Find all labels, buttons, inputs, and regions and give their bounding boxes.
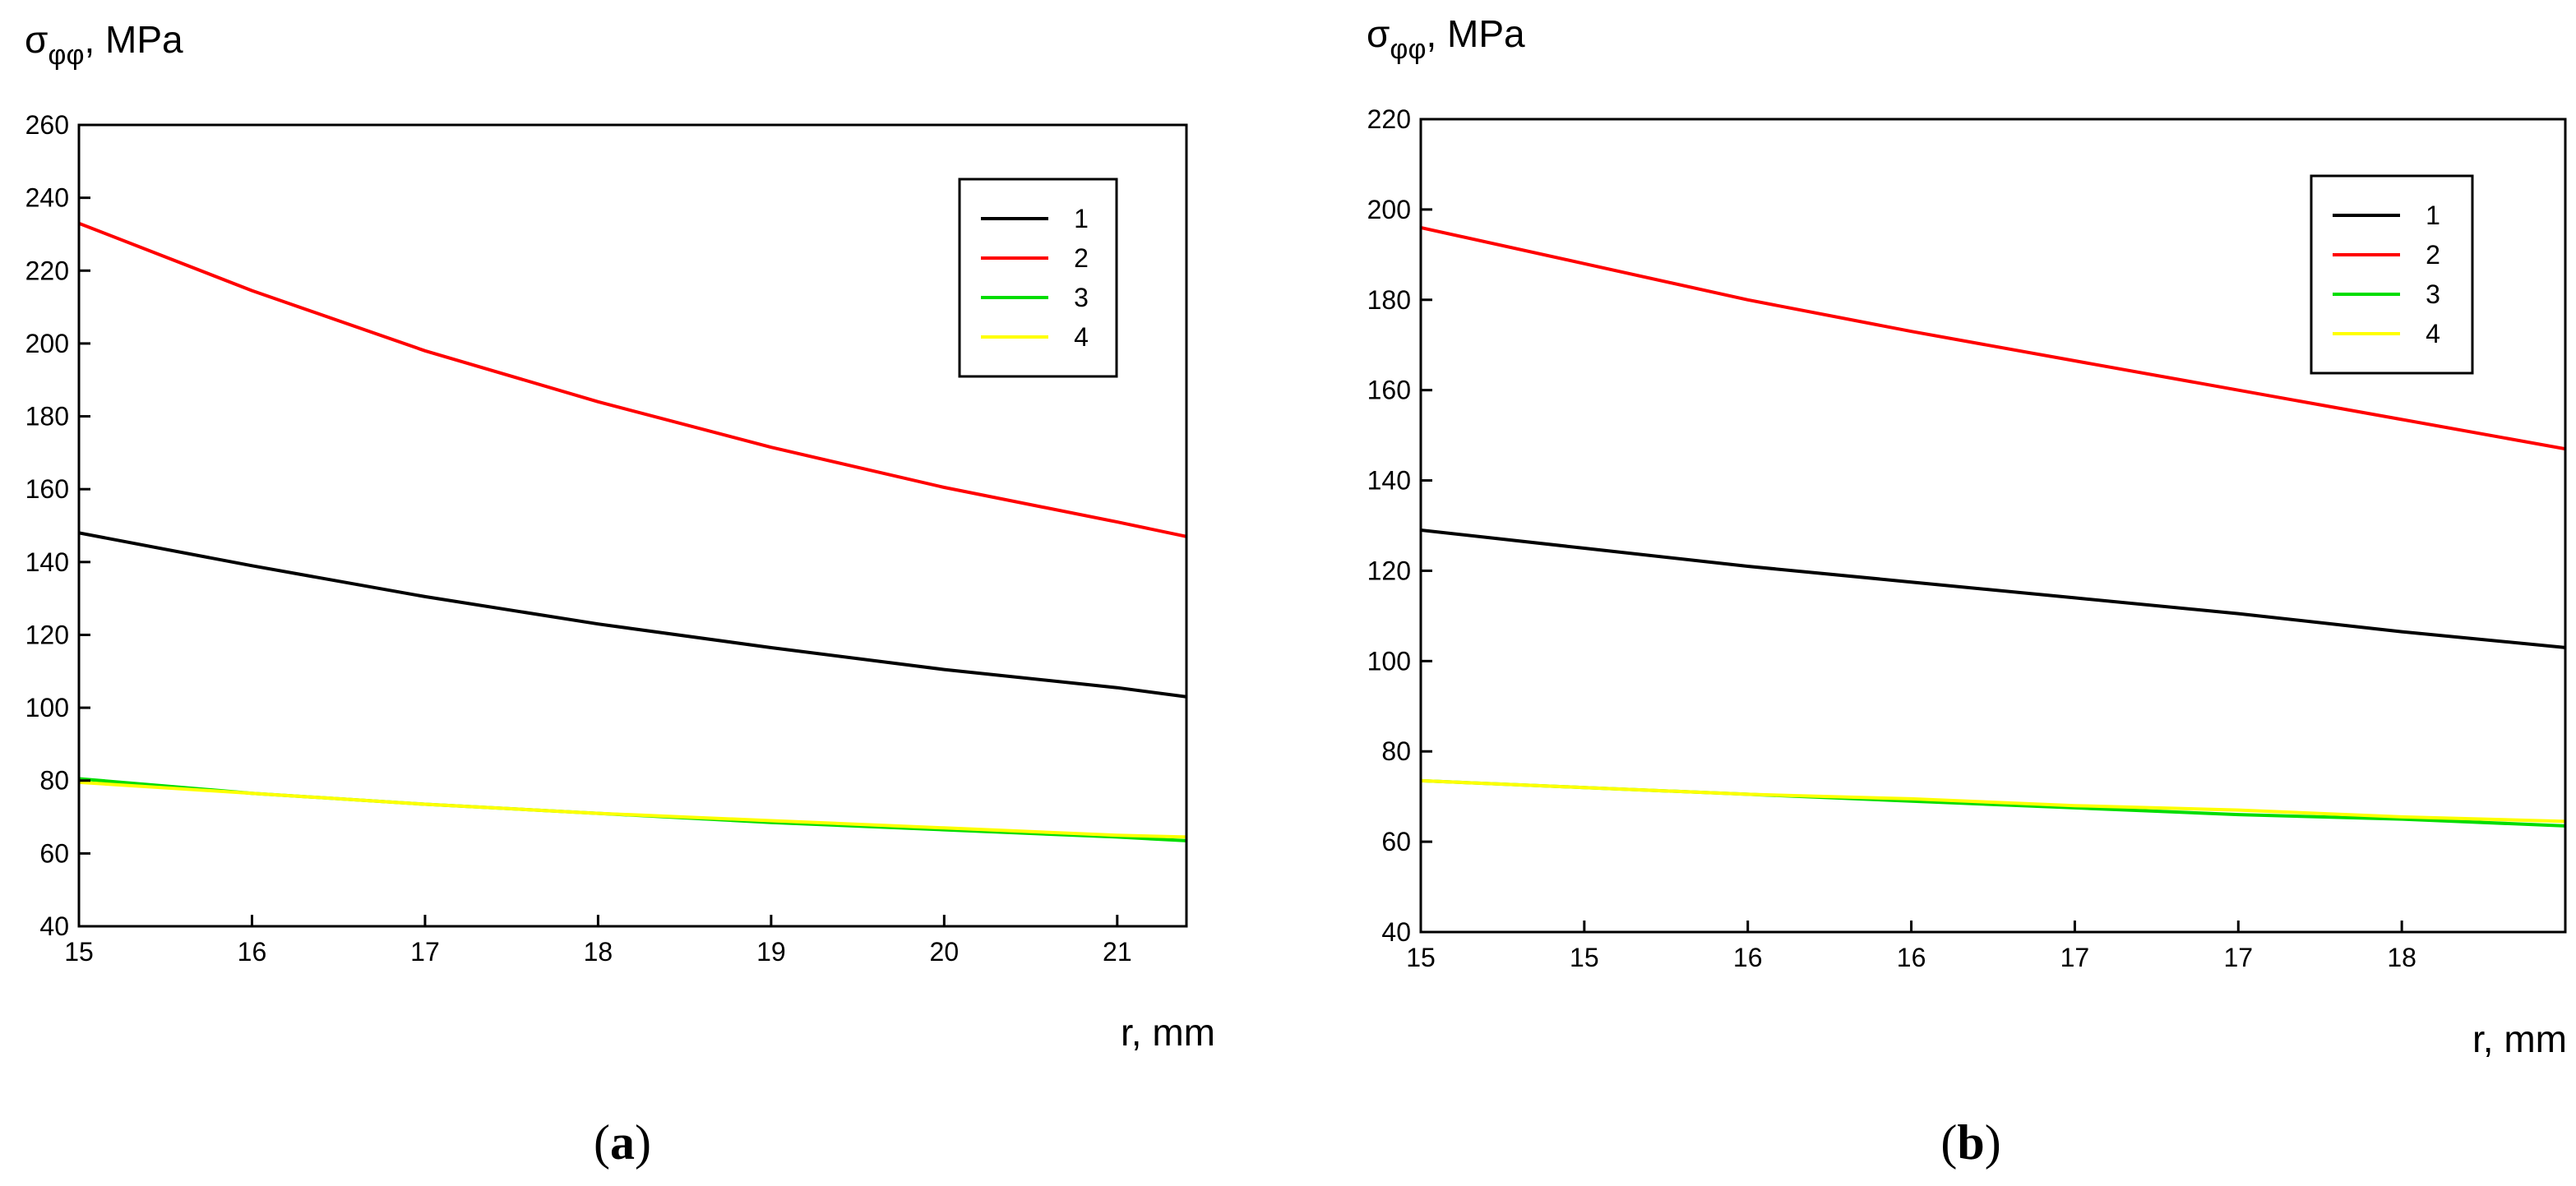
y-axis-symbol: σ	[25, 18, 48, 61]
panel-paren-open: (	[594, 1115, 610, 1170]
plot-frame	[77, 123, 1188, 928]
legend: 1 2 3 4	[958, 178, 1118, 378]
series-line-1	[79, 531, 1186, 699]
y-tick-label: 120	[1367, 556, 1411, 585]
x-tick-label: 16	[238, 937, 267, 967]
y-axis-label: σφφ, MPa	[1367, 12, 1525, 65]
y-tick-label: 180	[1367, 285, 1411, 315]
legend-label-4: 4	[2426, 319, 2440, 348]
panel-letter: a	[610, 1115, 635, 1170]
series-line-2	[79, 221, 1186, 538]
legend-label-2: 2	[1074, 243, 1089, 273]
y-tick-label: 220	[1367, 104, 1411, 134]
y-tick-label: 40	[1381, 917, 1411, 947]
panel-paren-close: )	[635, 1115, 651, 1170]
x-axis-label: r, mm	[1121, 1011, 1215, 1054]
x-tick-label: 19	[756, 937, 786, 967]
y-tick-label: 140	[1367, 466, 1411, 496]
x-tick-label: 17	[2060, 943, 2090, 972]
x-axis-label: r, mm	[2472, 1018, 2567, 1060]
y-tick-label: 260	[25, 110, 69, 140]
x-tick-label: 21	[1103, 937, 1132, 967]
x-tick-label: 15	[1406, 943, 1436, 972]
panel-letter: b	[1957, 1115, 1984, 1170]
y-tick-label: 220	[25, 256, 69, 285]
panel-paren-open: (	[1940, 1115, 1957, 1170]
series-line-1	[1421, 528, 2565, 649]
y-tick-label: 240	[25, 183, 69, 213]
y-tick-label: 100	[25, 693, 69, 722]
x-tick-label: 15	[1570, 943, 1599, 972]
legend-label-4: 4	[1074, 322, 1089, 352]
legend-label-3: 3	[2426, 279, 2440, 309]
x-tick-label: 15	[64, 937, 94, 967]
x-tick-label: 18	[584, 937, 613, 967]
y-axis-unit: , MPa	[1426, 12, 1525, 55]
y-tick-label: 180	[25, 402, 69, 431]
chart-b: 40 60 80 100 120 140 160 180 200 220 15 15 16 16 17 17 1…	[1367, 12, 2567, 1170]
series-line-4	[1421, 778, 2565, 824]
legend-box	[2310, 174, 2474, 375]
panel-paren-close: )	[1985, 1115, 2001, 1170]
y-tick-label: 200	[1367, 195, 1411, 224]
y-tick-label: 60	[1381, 827, 1411, 856]
y-axis-symbol: σ	[1367, 12, 1390, 55]
y-tick-label: 100	[1367, 646, 1411, 676]
series-line-2	[1421, 225, 2565, 451]
legend-label-3: 3	[1074, 283, 1089, 312]
y-tick-label: 160	[1367, 376, 1411, 405]
y-axis-subscript: φφ	[1390, 34, 1426, 65]
series-line-4	[79, 780, 1186, 839]
y-axis-subscript: φφ	[48, 39, 84, 71]
legend-label-1: 1	[1074, 204, 1089, 233]
y-tick-label: 40	[39, 911, 69, 941]
x-tick-label: 17	[410, 937, 440, 967]
y-tick-label: 80	[1381, 736, 1411, 766]
x-tick-label: 17	[2223, 943, 2253, 972]
y-tick-label: 160	[25, 474, 69, 504]
panel-label: (a)	[594, 1115, 651, 1170]
legend: 1 2 3 4	[2310, 174, 2474, 375]
legend-box	[958, 178, 1118, 378]
y-tick-label: 60	[39, 838, 69, 868]
plot-frame	[1419, 118, 2567, 934]
legend-label-2: 2	[2426, 240, 2440, 270]
y-tick-label: 80	[39, 766, 69, 796]
x-tick-label: 20	[930, 937, 960, 967]
y-tick-label: 120	[25, 620, 69, 649]
legend-label-1: 1	[2426, 201, 2440, 230]
y-axis-unit: , MPa	[84, 18, 183, 61]
y-tick-label: 200	[25, 329, 69, 358]
panel-label: (b)	[1940, 1115, 2000, 1170]
series-group	[79, 221, 1186, 842]
y-axis-label: σφφ, MPa	[25, 18, 183, 71]
x-tick-label: 16	[1897, 943, 1926, 972]
x-tick-label: 18	[2387, 943, 2416, 972]
series-group	[1421, 225, 2565, 828]
y-tick-label: 140	[25, 547, 69, 577]
x-tick-label: 16	[1733, 943, 1763, 972]
